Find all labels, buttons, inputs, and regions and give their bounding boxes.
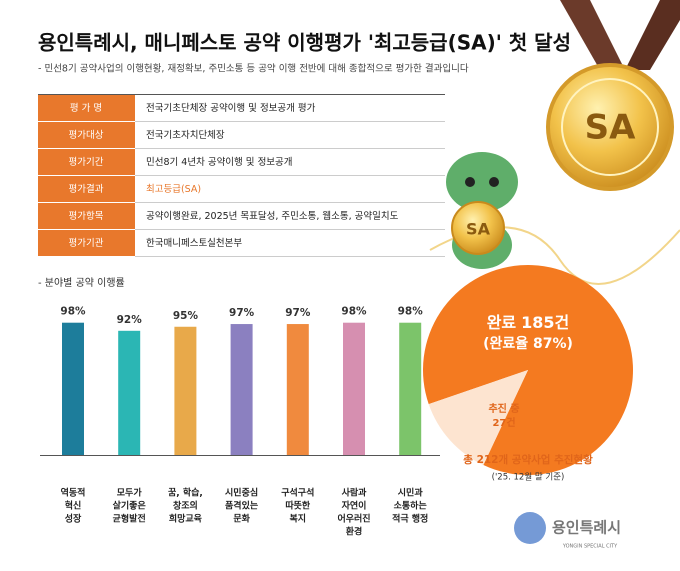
category-label: 혁신	[65, 500, 82, 512]
table-value: 한국매니페스토실천본부	[146, 238, 242, 249]
value-label: 92%	[117, 314, 143, 326]
category-label: 모두가	[117, 487, 143, 499]
category-label: 창조의	[173, 500, 198, 512]
coin-text: SA	[466, 220, 491, 239]
value-label: 97%	[285, 307, 311, 319]
value-label: 95%	[173, 310, 199, 322]
pie-note: ('25. 12월 말 기준)	[492, 472, 565, 483]
category-label: 사람과	[342, 487, 368, 499]
ribbon	[560, 0, 625, 70]
pie-slice	[428, 370, 528, 466]
pie-value: 27건	[492, 416, 515, 429]
category-label: 적극 행정	[392, 513, 428, 525]
subtitle: - 민선8기 공약사업의 이행현황, 재정확보, 주민소통 등 공약 이행 전반…	[38, 63, 469, 75]
table-label: 평가대상	[69, 130, 104, 141]
value-label: 97%	[229, 307, 255, 319]
category-label: 균형발전	[113, 513, 146, 525]
mascot-eye	[465, 177, 475, 187]
bar	[118, 330, 141, 455]
category-label: 문화	[233, 513, 250, 525]
value-label: 98%	[398, 306, 424, 318]
bar	[174, 326, 197, 455]
category-label: 시민과	[398, 487, 424, 499]
value-label: 98%	[60, 306, 86, 318]
category-label: 복지	[290, 513, 307, 525]
logo-mark	[514, 512, 546, 544]
category-label: 어우러진	[337, 513, 370, 525]
bar	[343, 322, 365, 455]
pie-category: 완료	[487, 313, 517, 332]
pie-category: 추진 중	[488, 402, 519, 415]
logo-sub: YONGIN SPECIAL CITY	[562, 544, 618, 550]
pie-value: 185건	[521, 313, 569, 332]
bar	[230, 324, 253, 455]
mascot-head	[446, 152, 518, 212]
table-value: 공약이행완료, 2025년 목표달성, 주민소통, 웹소통, 공약일치도	[146, 210, 399, 222]
bar	[286, 324, 309, 455]
category-label: 품격있는	[225, 500, 258, 512]
table-label-cell	[38, 203, 135, 229]
table-value: 민선8기 4년차 공약이행 및 정보공개	[146, 156, 293, 168]
pie-slice	[423, 265, 634, 475]
mascot-eye	[489, 177, 499, 187]
table-label: 평가결과	[69, 184, 104, 195]
ribbon	[625, 0, 680, 70]
category-label: 환경	[346, 526, 363, 538]
category-label: 역동적	[61, 487, 86, 499]
table-label: 평 가 명	[70, 103, 102, 114]
table-label: 평가항목	[69, 211, 104, 222]
medal-ring	[561, 78, 659, 176]
category-label: 자연이	[342, 500, 367, 512]
pie-caption: 총 212개 공약사업 추진현황	[463, 453, 593, 466]
medal	[546, 63, 674, 191]
bar	[399, 322, 422, 455]
table-label-cell	[38, 95, 135, 121]
category-label: 꿈, 학습,	[168, 487, 203, 499]
category-label: 희망교육	[169, 513, 202, 525]
category-label: 살기좋은	[113, 500, 146, 512]
category-label: 성장	[65, 513, 82, 525]
table-label-cell	[38, 149, 135, 175]
medal-text: SA	[585, 108, 636, 148]
logo-name: 용인특례시	[552, 519, 621, 537]
value-label: 98%	[341, 306, 367, 318]
table-value: 최고등급(SA)	[146, 184, 201, 195]
table-label-cell	[38, 230, 135, 256]
table-label-cell	[38, 122, 135, 148]
table-value: 전국기초자치단체장	[146, 129, 225, 141]
section-label: - 분야별 공약 이행률	[38, 277, 125, 289]
table-label: 평가기간	[69, 157, 104, 168]
category-label: 구석구석	[281, 487, 314, 499]
pie-label: 완료 185건	[487, 313, 570, 332]
coin	[451, 201, 505, 255]
pie-rate: (완료율 87%)	[483, 335, 573, 352]
table-label-cell	[38, 176, 135, 202]
bar	[62, 322, 84, 455]
category-label: 소통하는	[394, 500, 427, 512]
title: 용인특례시, 매니페스토 공약 이행평가 '최고등급(SA)' 첫 달성	[38, 31, 571, 55]
table-label: 평가기관	[69, 238, 104, 249]
category-label: 따뜻한	[285, 500, 311, 512]
table-value: 전국기초단체장 공약이행 및 정보공개 평가	[146, 102, 316, 114]
category-label: 시민중심	[225, 487, 258, 499]
